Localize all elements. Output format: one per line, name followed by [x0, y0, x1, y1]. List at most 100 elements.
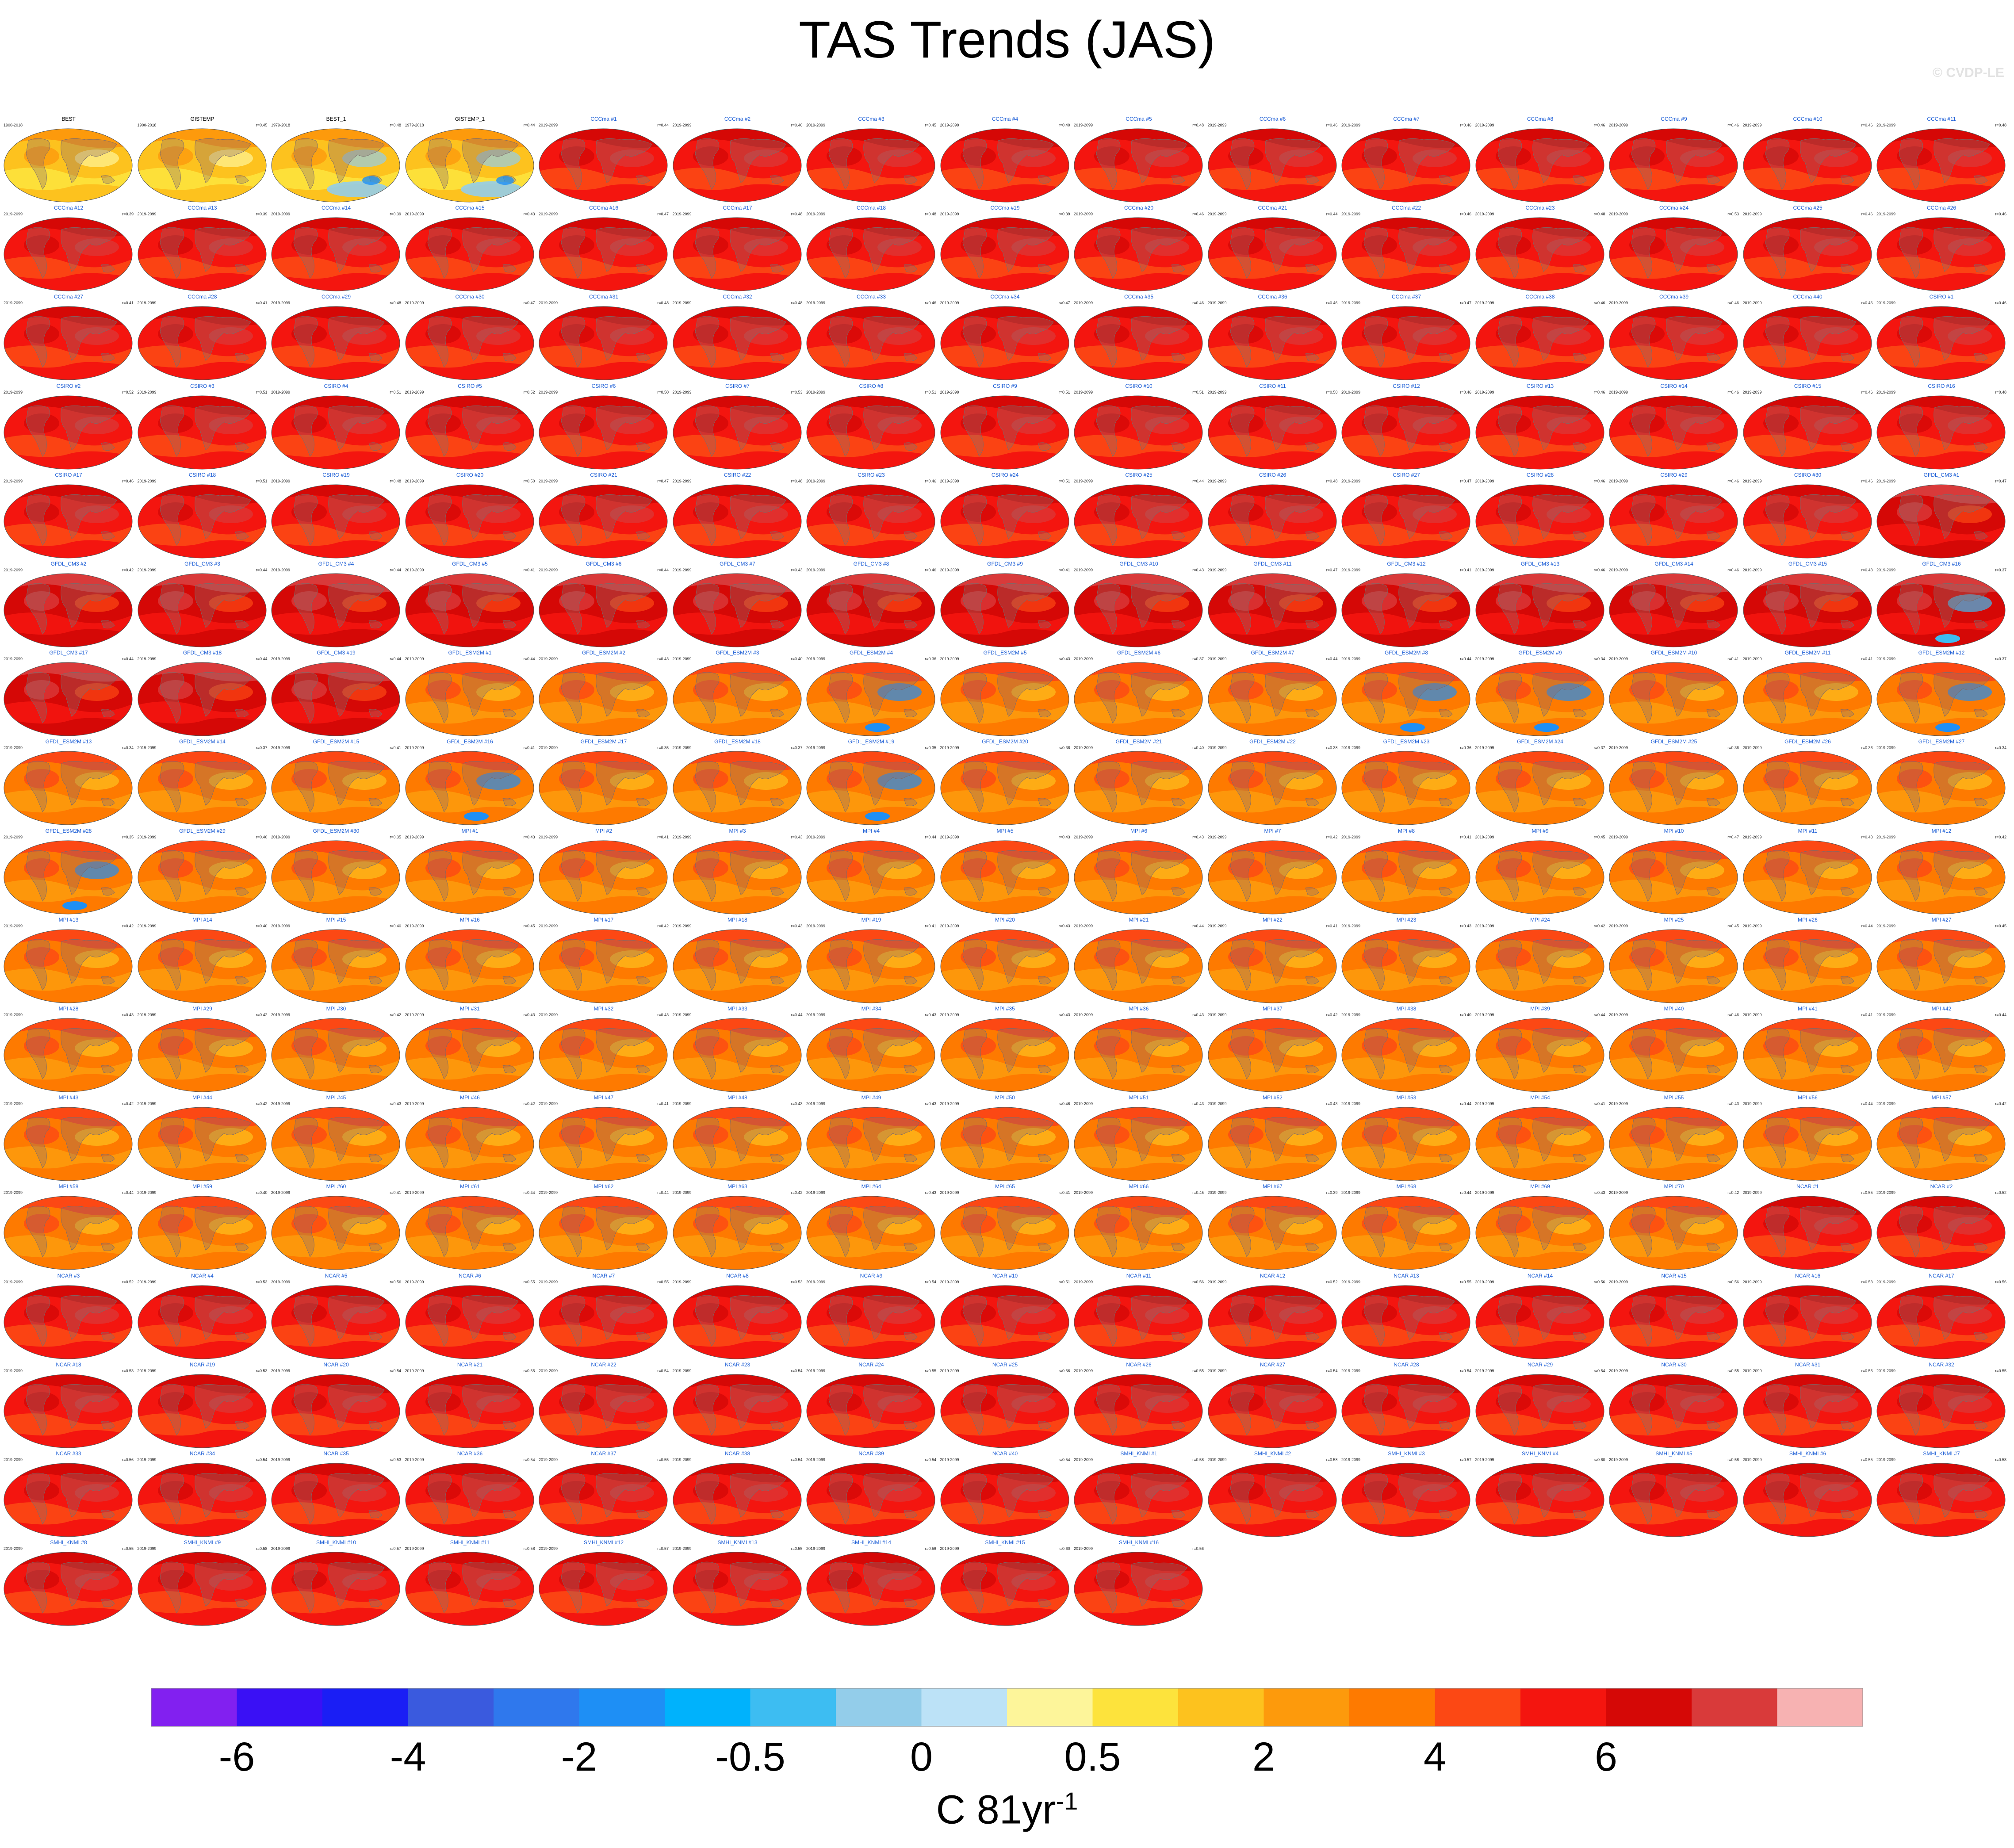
panel-period: 2019-2099 [940, 212, 959, 217]
panel-period: 2019-2099 [405, 1279, 424, 1284]
map-globe [806, 929, 935, 1003]
panel-title: GFDL_ESM2M #24 [1517, 738, 1563, 745]
panel-title: GFDL_CM3 #19 [317, 650, 356, 656]
panel-period: 2019-2099 [940, 568, 959, 572]
panel-title: CCCma #40 [1793, 294, 1823, 300]
map-globe [1475, 662, 1604, 736]
panel-title: NCAR #28 [1394, 1361, 1419, 1368]
panel-period: 2019-2099 [271, 923, 291, 928]
panel-title: MPI #54 [1530, 1094, 1550, 1101]
panel-period: 2019-2099 [672, 1102, 692, 1106]
map-panel: CCCma #39 2019-2099 r=0.46 [1607, 294, 1741, 382]
panel-pattern-correlation: r=0.48 [925, 212, 936, 217]
map-globe [405, 573, 534, 647]
panel-title: CCCma #30 [455, 294, 485, 300]
panel-title: SMHI_KNMI #12 [583, 1539, 624, 1546]
map-globe [806, 1552, 935, 1626]
map-panel: NCAR #15 2019-2099 r=0.56 [1607, 1273, 1741, 1361]
panel-period: 2019-2099 [405, 1546, 424, 1551]
panel-period: 2019-2099 [1475, 1368, 1494, 1373]
map-globe [806, 1196, 935, 1270]
panel-pattern-correlation: r=0.34 [1995, 746, 2006, 750]
panel-pattern-correlation: r=0.37 [1995, 657, 2006, 662]
panel-period: 2019-2099 [1742, 746, 1762, 750]
map-globe [1074, 1196, 1203, 1270]
map-panel: MPI #42 2019-2099 r=0.44 [1875, 1006, 2008, 1094]
panel-title: CCCma #39 [1659, 294, 1689, 300]
panel-period: 2019-2099 [1876, 923, 1896, 928]
map-globe [806, 573, 935, 647]
map-panel: NCAR #28 2019-2099 r=0.54 [1340, 1362, 1473, 1450]
panel-period: 2019-2099 [271, 1368, 291, 1373]
panel-title: CCCma #24 [1659, 205, 1689, 211]
panel-title: GFDL_CM3 #18 [183, 650, 222, 656]
panel-title: MPI #14 [192, 916, 212, 923]
panel-period: 2019-2099 [940, 923, 959, 928]
panel-title: MPI #24 [1530, 916, 1550, 923]
map-globe [405, 1374, 534, 1448]
panel-pattern-correlation: r=0.44 [523, 657, 535, 662]
map-globe [4, 929, 133, 1003]
panel-period: 2019-2099 [4, 212, 23, 217]
panel-pattern-correlation: r=0.42 [791, 1190, 803, 1195]
map-panel: GFDL_CM3 #16 2019-2099 r=0.37 [1875, 561, 2008, 649]
map-panel: NCAR #4 2019-2099 r=0.53 [136, 1273, 269, 1361]
map-globe [1876, 1196, 2006, 1270]
map-globe [138, 395, 266, 470]
panel-title: GISTEMP [190, 116, 214, 122]
panel-pattern-correlation: r=0.44 [1995, 1013, 2006, 1017]
map-panel: GFDL_CM3 #6 2019-2099 r=0.44 [537, 561, 670, 649]
panel-title: MPI #31 [460, 1006, 480, 1012]
panel-period: 2019-2099 [1742, 478, 1762, 483]
panel-pattern-correlation: r=0.55 [657, 1279, 669, 1284]
map-globe [138, 1196, 266, 1270]
panel-period: 2019-2099 [806, 123, 826, 127]
map-globe [405, 1463, 534, 1537]
panel-period: 2019-2099 [137, 834, 157, 839]
colorbar-segment [1692, 1688, 1777, 1726]
map-panel: GFDL_CM3 #1 2019-2099 r=0.47 [1875, 472, 2008, 560]
map-panel: MPI #52 2019-2099 r=0.43 [1206, 1094, 1340, 1183]
panel-title: GFDL_CM3 #1 [1923, 471, 1960, 478]
map-panel: GFDL_ESM2M #24 2019-2099 r=0.37 [1474, 738, 1607, 827]
panel-pattern-correlation: r=0.52 [122, 1279, 134, 1284]
panel-period: 2019-2099 [1609, 834, 1628, 839]
panel-title: SMHI_KNMI #14 [851, 1539, 892, 1546]
panel-pattern-correlation: r=0.44 [1460, 1102, 1471, 1106]
panel-pattern-correlation: r=0.47 [1058, 301, 1070, 306]
panel-title: MPI #21 [1129, 916, 1149, 923]
map-panel: MPI #39 2019-2099 r=0.44 [1474, 1006, 1607, 1094]
panel-pattern-correlation: r=0.51 [1058, 1279, 1070, 1284]
panel-period: 2019-2099 [405, 1102, 424, 1106]
panel-pattern-correlation: r=0.44 [1460, 657, 1471, 662]
map-globe [1475, 306, 1604, 380]
panel-title: CCCma #11 [1927, 116, 1956, 122]
panel-pattern-correlation: r=0.53 [122, 1368, 134, 1373]
panel-period: 2019-2099 [1074, 1368, 1093, 1373]
map-globe [271, 217, 400, 291]
panel-title: MPI #63 [727, 1183, 747, 1190]
panel-period: 2019-2099 [1475, 1190, 1494, 1195]
map-panel: NCAR #36 2019-2099 r=0.54 [403, 1450, 537, 1539]
panel-pattern-correlation: r=0.35 [657, 746, 669, 750]
map-globe [4, 1463, 133, 1537]
map-panel: GFDL_ESM2M #14 2019-2099 r=0.37 [136, 738, 269, 827]
panel-pattern-correlation: r=0.56 [1593, 1279, 1605, 1284]
map-panel: MPI #13 2019-2099 r=0.42 [2, 917, 135, 1005]
map-panel: CSIRO #6 2019-2099 r=0.50 [537, 383, 670, 471]
map-panel: SMHI_KNMI #15 2019-2099 r=0.60 [938, 1539, 1072, 1628]
panel-pattern-correlation: r=0.53 [256, 1368, 268, 1373]
panel-title: MPI #56 [1798, 1094, 1818, 1101]
panel-period: 2019-2099 [271, 1013, 291, 1017]
map-globe [673, 840, 801, 914]
panel-period: 2019-2099 [405, 1190, 424, 1195]
map-panel: NCAR #7 2019-2099 r=0.55 [537, 1273, 670, 1361]
map-globe [539, 1107, 668, 1181]
panel-period: 1900-2018 [4, 123, 23, 127]
map-globe [806, 128, 935, 203]
panel-period: 2019-2099 [1475, 1013, 1494, 1017]
map-globe [1743, 1463, 1872, 1537]
map-panel: NCAR #17 2019-2099 r=0.56 [1875, 1273, 2008, 1361]
panel-pattern-correlation: r=0.55 [1192, 1368, 1204, 1373]
colorbar-segment [494, 1688, 579, 1726]
